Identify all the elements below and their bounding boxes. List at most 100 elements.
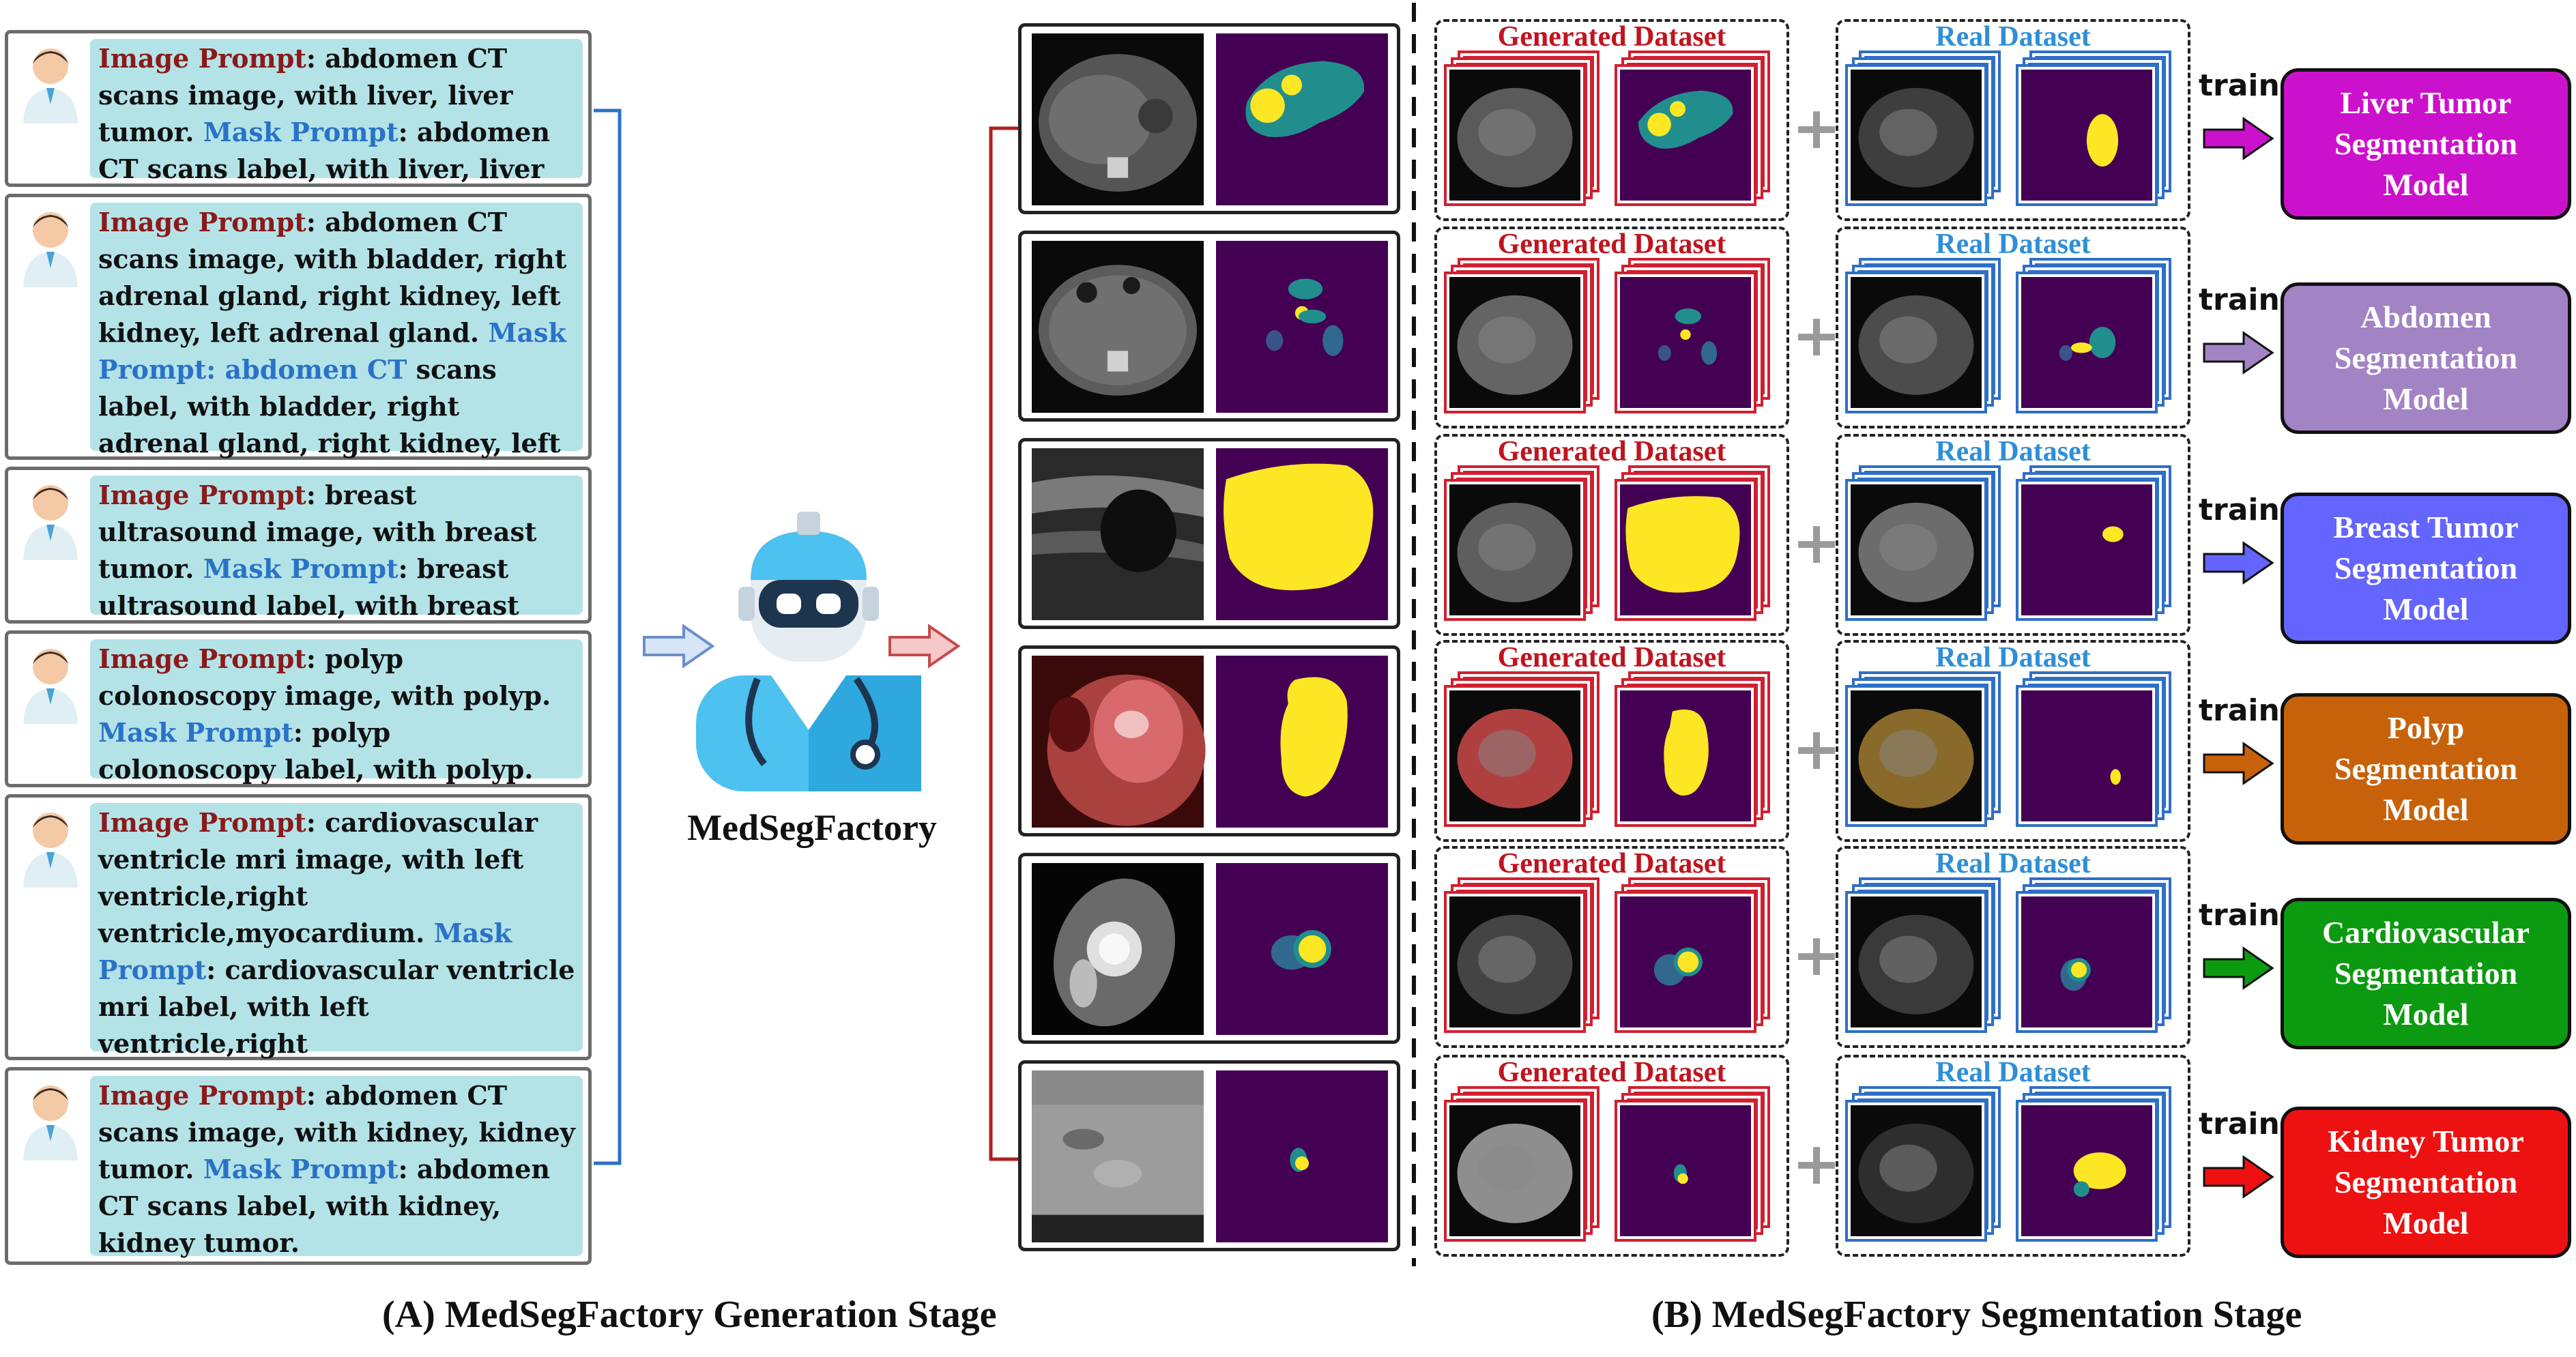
real-mask-stack (2016, 877, 2171, 1033)
plus-sign: + (1792, 302, 1842, 370)
doctor-avatar-icon (23, 48, 78, 123)
mask-prompt-label: Mask Prompt: abdomen CT (98, 317, 566, 385)
stack-sheet (1845, 64, 1987, 206)
real-dataset-label: Real Dataset (1935, 21, 2091, 53)
prompt-card-liver: Image Prompt: abdomen CT scans image, wi… (5, 30, 592, 221)
image-prompt-label: Image Prompt (98, 807, 306, 838)
segmentation-model-box: Kidney Tumor Segmentation Model (2281, 1107, 2571, 1258)
generated-image-stack (1444, 465, 1600, 621)
doctor-avatar-icon (23, 1085, 78, 1161)
train-arrow-icon (2203, 1155, 2274, 1199)
mri-image-thumbnail (1032, 863, 1204, 1035)
mask-thumbnail (1216, 656, 1388, 828)
real-dataset-label: Real Dataset (1935, 642, 2091, 673)
prompt-text: Image Prompt: cardiovascular ventricle m… (98, 804, 576, 1099)
plus-sign: + (1792, 94, 1842, 162)
train-label: train (2199, 898, 2280, 933)
caption-segmentation-stage: (B) MedSegFactory Segmentation Stage (1651, 1294, 2302, 1336)
real-dataset-box: Real Dataset (1836, 227, 2190, 428)
stack-sheet (1444, 1100, 1586, 1242)
plus-sign: + (1792, 1130, 1842, 1198)
real-dataset-label: Real Dataset (1935, 229, 2091, 260)
caption-generation-stage: (A) MedSegFactory Generation Stage (382, 1294, 997, 1336)
generated-pair-breast (1018, 438, 1400, 629)
prompt-card-breast: Image Prompt: breast ultrasound image, w… (5, 467, 592, 658)
train-label: train (2199, 693, 2280, 728)
stack-sheet (1615, 685, 1756, 827)
generated-mask-stack (1615, 50, 1770, 206)
doctor-avatar-icon (23, 212, 78, 287)
segmentation-model-box: Liver Tumor Segmentation Model (2281, 68, 2571, 220)
mask-thumbnail (1216, 448, 1388, 620)
train-label: train (2199, 282, 2280, 317)
real-dataset-label: Real Dataset (1935, 436, 2091, 467)
generated-dataset-box: Generated Dataset (1434, 846, 1789, 1048)
generated-mask-stack (1615, 877, 1770, 1033)
plus-sign: + (1792, 509, 1842, 577)
stack-sheet (2016, 1100, 2158, 1242)
mask-thumbnail (1216, 1070, 1388, 1242)
mask-thumbnail (1216, 241, 1388, 413)
real-mask-stack (2016, 465, 2171, 621)
train-arrow-icon (2203, 946, 2274, 990)
generated-dataset-label: Generated Dataset (1497, 229, 1726, 260)
stack-sheet (1845, 272, 1987, 413)
generated-dataset-box: Generated Dataset (1434, 640, 1789, 842)
segmentation-model-box: Breast Tumor Segmentation Model (2281, 493, 2571, 644)
generated-mask-stack (1615, 1086, 1770, 1242)
prompt-bubble: Image Prompt: cardiovascular ventricle m… (90, 803, 583, 1096)
generated-image-stack (1444, 258, 1600, 413)
doctor-avatar-icon (23, 649, 78, 724)
generated-image-stack (1444, 1086, 1600, 1242)
generated-pair-abdomen (1018, 231, 1400, 422)
prompt-bubble: Image Prompt: abdomen CT scans image, wi… (90, 203, 583, 495)
prompt-text: Image Prompt: breast ultrasound image, w… (98, 477, 576, 661)
generated-image-stack (1444, 671, 1600, 827)
real-dataset-box: Real Dataset (1836, 846, 2190, 1048)
real-dataset-label: Real Dataset (1935, 848, 2091, 879)
image-prompt-text: : abdomen CT scans image, with kidney, k… (98, 1080, 575, 1184)
generated-dataset-label: Generated Dataset (1497, 21, 1726, 53)
prompt-text: Image Prompt: polyp colonoscopy image, w… (98, 641, 576, 788)
mask-thumbnail (1216, 863, 1388, 1035)
input-arrow-icon (643, 624, 715, 669)
train-arrow-icon (2203, 117, 2274, 160)
stack-sheet (1444, 685, 1586, 827)
colonoscopy-image-thumbnail (1032, 656, 1206, 828)
stack-sheet (1845, 1100, 1987, 1242)
stack-sheet (2016, 685, 2158, 827)
stage-divider (1412, 3, 1416, 1266)
generated-dataset-box: Generated Dataset (1434, 434, 1789, 636)
stack-sheet (2016, 272, 2158, 413)
generated-dataset-box: Generated Dataset (1434, 227, 1789, 428)
plus-sign: + (1792, 715, 1842, 783)
mask-prompt-label: Mask Prompt (203, 1154, 399, 1184)
prompt-text: Image Prompt: abdomen CT scans image, wi… (98, 40, 576, 224)
stack-sheet (1615, 891, 1756, 1033)
stack-sheet (1444, 479, 1586, 621)
generated-mask-stack (1615, 671, 1770, 827)
stack-sheet (2016, 891, 2158, 1033)
real-mask-stack (2016, 50, 2171, 206)
center-name: MedSegFactory (687, 807, 937, 848)
real-image-stack (1845, 258, 2001, 413)
image-prompt-label: Image Prompt (98, 207, 306, 237)
image-prompt-label: Image Prompt (98, 480, 306, 510)
doctor-avatar-icon (23, 813, 78, 888)
ct-image-thumbnail (1032, 1070, 1204, 1242)
stack-sheet (1444, 891, 1586, 1033)
train-label: train (2199, 68, 2280, 103)
stack-sheet (1845, 891, 1987, 1033)
prompt-bubble: Image Prompt: abdomen CT scans image, wi… (90, 1076, 583, 1258)
stack-sheet (1615, 479, 1756, 621)
mask-prompt-label: Mask Prompt (203, 553, 399, 584)
generated-pair-kidney (1018, 1060, 1400, 1251)
mask-prompt-label: Mask Prompt (203, 117, 399, 147)
mask-prompt-label: Mask Prompt (98, 918, 512, 985)
stack-sheet (1444, 64, 1586, 206)
generated-dataset-label: Generated Dataset (1497, 436, 1726, 467)
real-image-stack (1845, 877, 2001, 1033)
real-mask-stack (2016, 1086, 2171, 1242)
prompt-text: Image Prompt: abdomen CT scans image, wi… (98, 1077, 576, 1261)
mask-prompt-text: : breast ultrasound label, with breast t… (98, 553, 519, 658)
